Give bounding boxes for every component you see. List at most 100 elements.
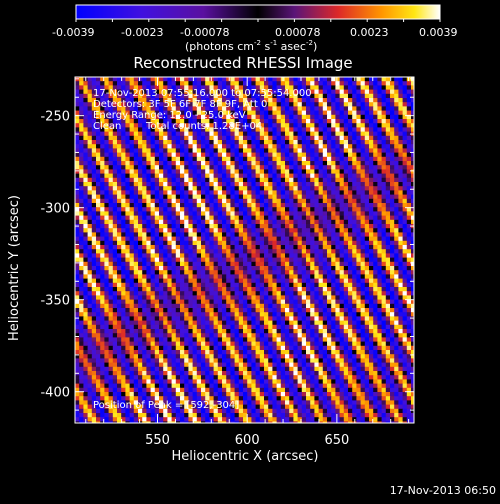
heatmap-cell: [356, 308, 361, 313]
heatmap-cell: [268, 140, 273, 145]
heatmap-cell: [226, 304, 231, 309]
heatmap-cell: [88, 211, 93, 216]
heatmap-cell: [230, 144, 235, 149]
heatmap-cell: [403, 81, 408, 86]
heatmap-cell: [293, 115, 298, 120]
heatmap-cell: [100, 203, 105, 208]
heatmap-cell: [159, 266, 164, 271]
heatmap-cell: [335, 249, 340, 254]
heatmap-cell: [386, 325, 391, 330]
heatmap-cell: [142, 216, 147, 221]
colorbar-tick-label: -0.0039: [52, 26, 94, 39]
heatmap-cell: [109, 295, 114, 300]
heatmap-cell: [403, 136, 408, 141]
heatmap-cell: [172, 304, 177, 309]
heatmap-cell: [293, 140, 298, 145]
heatmap-cell: [293, 161, 298, 166]
heatmap-cell: [155, 308, 160, 313]
heatmap-cell: [382, 182, 387, 187]
heatmap-cell: [209, 195, 214, 200]
heatmap-cell: [348, 165, 353, 170]
heatmap-cell: [394, 140, 399, 145]
heatmap-cell: [298, 241, 303, 246]
heatmap-cell: [382, 325, 387, 330]
heatmap-cell: [327, 144, 332, 149]
heatmap-cell: [121, 295, 126, 300]
heatmap-cell: [155, 291, 160, 296]
heatmap-cell: [373, 127, 378, 132]
heatmap-cell: [256, 304, 261, 309]
heatmap-cell: [209, 245, 214, 250]
heatmap-cell: [251, 253, 256, 258]
heatmap-cell: [130, 279, 135, 284]
heatmap-cell: [377, 182, 382, 187]
heatmap-cell: [75, 245, 80, 250]
heatmap-cell: [100, 295, 105, 300]
heatmap-cell: [382, 132, 387, 137]
heatmap-cell: [394, 178, 399, 183]
heatmap-cell: [390, 98, 395, 103]
heatmap-cell: [180, 220, 185, 225]
heatmap-cell: [348, 178, 353, 183]
heatmap-cell: [104, 262, 109, 267]
heatmap-cell: [398, 241, 403, 246]
heatmap-cell: [327, 300, 332, 305]
heatmap-cell: [369, 245, 374, 250]
heatmap-cell: [96, 295, 101, 300]
heatmap-cell: [398, 165, 403, 170]
heatmap-cell: [113, 195, 118, 200]
heatmap-cell: [176, 228, 181, 233]
heatmap-cell: [272, 178, 277, 183]
heatmap-cell: [201, 174, 206, 179]
heatmap-cell: [235, 274, 240, 279]
heatmap-cell: [394, 291, 399, 296]
heatmap-cell: [193, 304, 198, 309]
heatmap-cell: [407, 220, 412, 225]
heatmap-cell: [197, 186, 202, 191]
heatmap-cell: [335, 224, 340, 229]
heatmap-cell: [88, 161, 93, 166]
heatmap-cell: [293, 295, 298, 300]
heatmap-cell: [117, 262, 122, 267]
heatmap-cell: [230, 312, 235, 317]
heatmap-cell: [256, 300, 261, 305]
heatmap-cell: [226, 199, 231, 204]
heatmap-cell: [180, 266, 185, 271]
heatmap-cell: [239, 224, 244, 229]
heatmap-cell: [96, 253, 101, 258]
heatmap-cell: [382, 232, 387, 237]
heatmap-cell: [361, 199, 366, 204]
heatmap-cell: [121, 287, 126, 292]
heatmap-cell: [75, 308, 80, 313]
heatmap-cell: [222, 253, 227, 258]
heatmap-cell: [285, 136, 290, 141]
heatmap-cell: [96, 190, 101, 195]
heatmap-cell: [100, 291, 105, 296]
heatmap-cell: [251, 157, 256, 162]
heatmap-cell: [323, 102, 328, 107]
heatmap-cell: [289, 111, 294, 116]
heatmap-cell: [314, 258, 319, 263]
heatmap-cell: [398, 81, 403, 86]
heatmap-cell: [205, 211, 210, 216]
heatmap-cell: [369, 136, 374, 141]
heatmap-cell: [289, 245, 294, 250]
heatmap-cell: [327, 312, 332, 317]
heatmap-cell: [172, 140, 177, 145]
heatmap-cell: [277, 329, 282, 334]
heatmap-cell: [377, 283, 382, 288]
heatmap-cell: [377, 291, 382, 296]
heatmap-cell: [142, 81, 147, 86]
heatmap-cell: [369, 266, 374, 271]
heatmap-cell: [373, 224, 378, 229]
heatmap-cell: [142, 237, 147, 242]
heatmap-cell: [197, 237, 202, 242]
heatmap-cell: [369, 115, 374, 120]
heatmap-cell: [323, 207, 328, 212]
heatmap-cell: [264, 211, 269, 216]
heatmap-cell: [314, 232, 319, 237]
heatmap-cell: [184, 182, 189, 187]
heatmap-cell: [83, 127, 88, 132]
heatmap-cell: [289, 283, 294, 288]
heatmap-cell: [83, 90, 88, 95]
